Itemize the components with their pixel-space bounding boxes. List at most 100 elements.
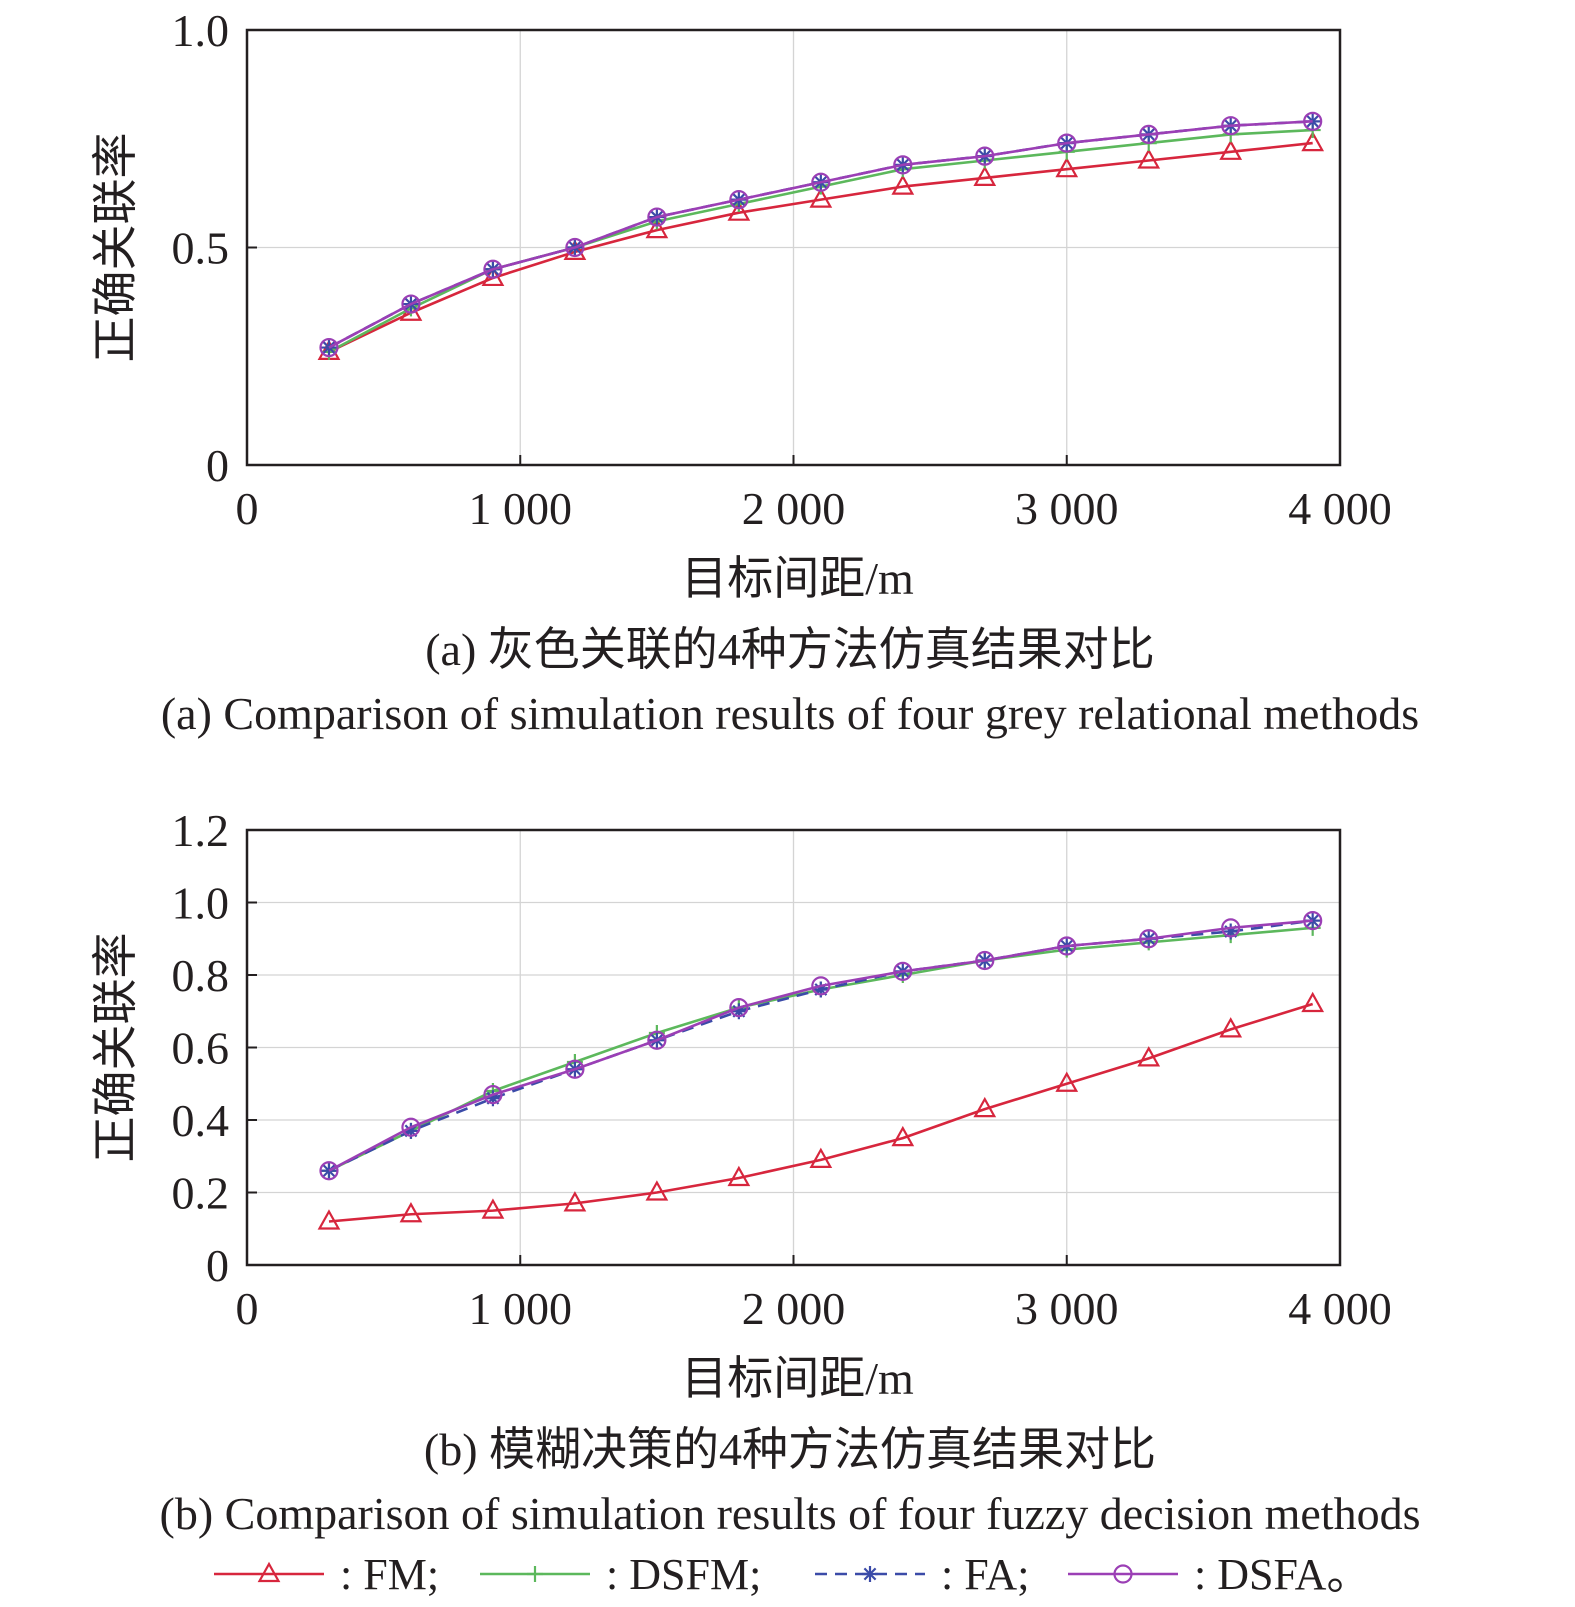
chart-b-series-fm-point xyxy=(317,1209,341,1230)
chart-b-series xyxy=(317,911,1325,1230)
chart-b-y-tick-label: 0 xyxy=(206,1240,229,1291)
chart-b-series-fm-point xyxy=(891,1125,915,1147)
chart-a-series-dsfa-point xyxy=(975,146,995,166)
chart-a-x-axis-label: 目标间距/m xyxy=(681,553,914,604)
chart-a-x-tick-label: 4 000 xyxy=(1288,483,1392,534)
chart-b-series-dsfa-point xyxy=(565,1059,585,1079)
chart-a-y-tick-label: 0 xyxy=(206,440,229,491)
chart-a-series-dsfa-line xyxy=(328,120,1313,349)
chart-b-series-dsfa-point xyxy=(893,961,913,981)
legend-marker-fm xyxy=(257,1561,281,1583)
chart-b-series-fm-point xyxy=(727,1165,751,1187)
chart-b-series-fm-point xyxy=(399,1201,423,1223)
chart-a-series-dsfm-line xyxy=(328,128,1313,354)
chart-a-caption-zh: (a) 灰色关联的4种方法仿真结果对比 xyxy=(425,624,1155,675)
chart-b-x-tick-label: 2 000 xyxy=(742,1283,846,1334)
chart-b: 0 1 000 2 000 3 000 4 000 0 0.2 0.4 0.6 0.8 1.0 1.2… xyxy=(90,805,1420,1539)
chart-a-series-fm-point xyxy=(891,174,915,195)
chart-a-series-dsfa-point xyxy=(811,172,831,192)
chart-a-series-dsfa-point xyxy=(401,294,421,314)
chart-a-series-fa-line xyxy=(328,120,1313,349)
legend-entry-fa: : FA; xyxy=(815,1550,1029,1599)
chart-b-series-dsfa-point xyxy=(401,1117,421,1137)
chart-b-series-fm-point xyxy=(809,1147,833,1168)
chart-b-series-dsfa-line xyxy=(328,919,1313,1172)
chart-a-x-tick-label: 1 000 xyxy=(469,483,573,534)
chart-b-series-fm-point xyxy=(563,1191,587,1212)
chart-a-series-fm-point xyxy=(727,200,751,221)
chart-a-series-dsfa-point xyxy=(1221,116,1241,136)
chart-a-series-dsfa-point xyxy=(647,207,667,227)
legend: : FM; : DSFM; : FA; : DSFA。 xyxy=(214,1550,1370,1599)
chart-b-series-dsfa-point xyxy=(483,1085,503,1105)
chart-a-x-tick-label: 0 xyxy=(236,483,259,534)
legend-sample-fm xyxy=(214,1561,324,1583)
chart-b-series-fm-line xyxy=(328,1002,1314,1223)
chart-a-series-fm-point xyxy=(973,165,997,186)
chart-b-x-tick-label: 4 000 xyxy=(1288,1283,1392,1334)
legend-label-fm: : FM; xyxy=(340,1550,439,1599)
chart-b-x-tick-label: 3 000 xyxy=(1015,1283,1119,1334)
legend-entry-dsfa: : DSFA。 xyxy=(1068,1550,1370,1599)
chart-b-y-tick-label: 0.6 xyxy=(172,1023,230,1074)
chart-b-y-tick-label: 1.2 xyxy=(172,805,230,856)
chart-b-series-fm-point xyxy=(973,1096,997,1118)
chart-b-x-tick-label: 0 xyxy=(236,1283,259,1334)
legend-marker-fa xyxy=(862,1566,878,1582)
chart-b-y-tick-label: 0.8 xyxy=(172,950,230,1001)
chart-b-series-dsfa-point xyxy=(729,998,749,1018)
chart-a-y-axis-label: 正确关联率 xyxy=(90,133,141,363)
chart-b-ticks: 0 1 000 2 000 3 000 4 000 0 0.2 0.4 0.6 0.8 1.0 1.2 xyxy=(172,805,1392,1334)
chart-b-x-tick-label: 1 000 xyxy=(469,1283,573,1334)
legend-sample-dsfm xyxy=(480,1566,590,1582)
chart-a-series-dsfa-point xyxy=(483,259,503,279)
chart-b-series-dsfm-line xyxy=(328,926,1313,1172)
chart-a-series-fm-point xyxy=(563,239,587,260)
chart-a-series-dsfa-point xyxy=(893,155,913,175)
chart-b-series-dsfa-point xyxy=(1139,929,1159,949)
legend-entry-fm: : FM; xyxy=(214,1550,439,1599)
legend-entry-dsfm: : DSFM; xyxy=(480,1550,761,1599)
legend-marker-dsfm xyxy=(527,1566,543,1582)
chart-b-series-dsfa-point xyxy=(1057,936,1077,956)
chart-b-y-tick-label: 0.2 xyxy=(172,1168,230,1219)
chart-a-ticks: 0 1 000 2 000 3 000 4 000 0 0.5 1.0 xyxy=(172,5,1392,534)
chart-b-x-axis-label: 目标间距/m xyxy=(681,1353,914,1404)
chart-b-y-tick-label: 0.4 xyxy=(172,1095,230,1146)
chart-a-series-dsfa-point xyxy=(729,190,749,210)
chart-a-series-dsfa-point xyxy=(1303,111,1323,131)
legend-label-dsfa: : DSFA。 xyxy=(1194,1550,1370,1599)
chart-b-series-fm-point xyxy=(1137,1046,1161,1067)
chart-a-series-dsfa-point xyxy=(565,237,585,258)
legend-sample-dsfa xyxy=(1068,1564,1178,1584)
chart-b-series-dsfa-point xyxy=(647,1030,667,1050)
chart-a-series-fm-point xyxy=(645,217,669,239)
legend-label-dsfm: : DSFM; xyxy=(606,1550,761,1599)
chart-a-series-fm-point xyxy=(809,187,833,208)
chart-b-caption-zh: (b) 模糊决策的4种方法仿真结果对比 xyxy=(424,1424,1156,1475)
chart-a-series-dsfa-point xyxy=(319,337,339,358)
chart-b-series-dsfa-point xyxy=(1221,918,1241,938)
chart-a-series-dsfa-point xyxy=(1139,124,1159,144)
chart-b-series-dsfa-point xyxy=(1303,911,1323,931)
chart-a-series-fm-point xyxy=(1055,156,1079,178)
chart-a-x-tick-label: 3 000 xyxy=(1015,483,1119,534)
chart-b-series-fm-point xyxy=(1055,1071,1079,1092)
chart-a-series-dsfa-point xyxy=(1057,133,1077,153)
chart-b-series-fm-point xyxy=(481,1198,505,1219)
chart-a-x-tick-label: 2 000 xyxy=(742,483,846,534)
chart-a-grid xyxy=(247,30,1340,465)
chart-a-series-fm-point xyxy=(1137,148,1161,169)
legend-label-fa: : FA; xyxy=(941,1550,1029,1599)
chart-a-caption-en: (a) Comparison of simulation results of … xyxy=(161,688,1419,739)
chart-a-series xyxy=(317,111,1325,360)
chart-b-series-fm-point xyxy=(1219,1017,1243,1038)
chart-b-series-dsfa-point xyxy=(811,976,831,996)
chart-b-caption-en: (b) Comparison of simulation results of … xyxy=(160,1488,1421,1539)
chart-b-series-fm-point xyxy=(645,1180,669,1201)
chart-b-series-dsfa-point xyxy=(319,1161,339,1181)
chart-a-series-fm-point xyxy=(1219,139,1243,160)
chart-a-y-tick-label: 1.0 xyxy=(172,5,230,56)
legend-marker-dsfa xyxy=(1113,1564,1133,1584)
